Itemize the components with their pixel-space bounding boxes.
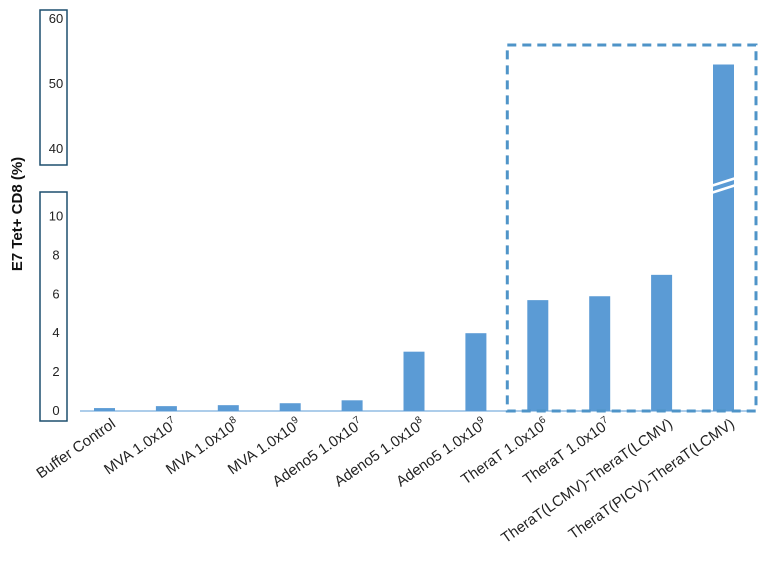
highlight-box: [505, 43, 758, 413]
bar: [589, 296, 611, 411]
bar: [155, 406, 177, 411]
y-tick-label: 10: [49, 209, 63, 224]
bar: [403, 351, 425, 411]
bar: [465, 333, 487, 411]
y-axis-lower-ticks: 0 2 4 6 8 10: [49, 209, 63, 419]
bar: [651, 274, 673, 411]
y-tick-label: 40: [49, 141, 63, 156]
bar: [279, 403, 301, 411]
bars-group: [94, 64, 737, 411]
y-axis-label: E7 Tet+ CD8 (%): [9, 157, 26, 271]
axis-break-mark: [710, 183, 737, 195]
bar: [527, 300, 549, 411]
y-tick-label: 50: [49, 76, 63, 91]
bar: [217, 405, 239, 411]
y-axis-upper-ticks: 40 50 60: [49, 11, 63, 156]
bar: [94, 408, 115, 411]
y-tick-label: 60: [49, 11, 63, 26]
y-tick-label: 2: [52, 364, 59, 379]
y-tick-label: 8: [52, 247, 59, 262]
axis-break-mark: [710, 176, 737, 188]
bar: [713, 64, 734, 411]
y-tick-label: 0: [52, 403, 59, 418]
y-axis-upper-panel: [39, 9, 68, 166]
bar: [341, 400, 363, 411]
y-tick-label: 6: [52, 286, 59, 301]
y-axis-lower-panel: [39, 191, 68, 422]
y-tick-label: 4: [52, 325, 59, 340]
